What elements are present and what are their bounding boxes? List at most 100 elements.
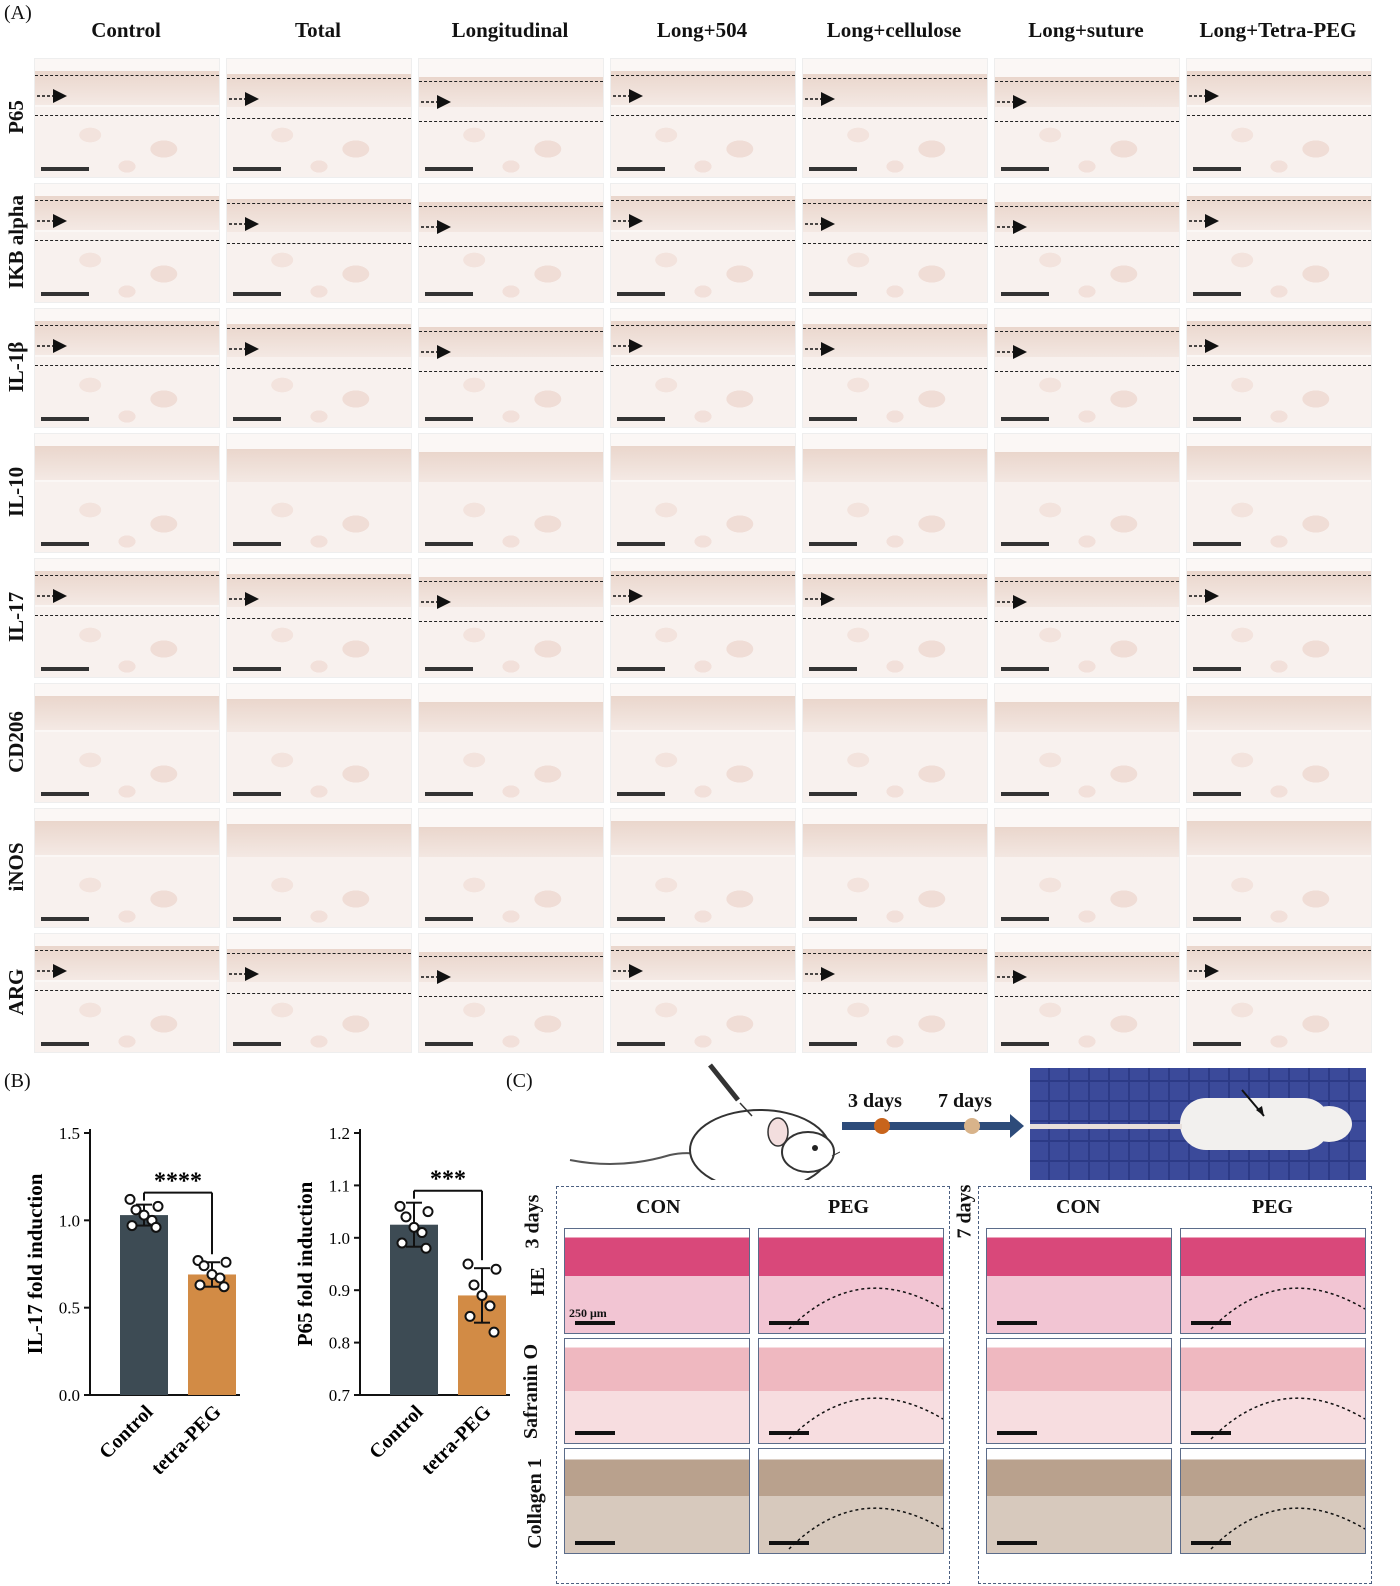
ihc-image-tile bbox=[1186, 808, 1372, 928]
timeline: 3 days 7 days bbox=[842, 1088, 1026, 1148]
scale-bar bbox=[41, 292, 89, 296]
scale-bar bbox=[1193, 292, 1241, 296]
scale-bar bbox=[1001, 292, 1049, 296]
ihc-image-tile bbox=[34, 683, 220, 803]
scale-bar bbox=[1001, 167, 1049, 171]
scale-bar bbox=[41, 542, 89, 546]
scale-bar bbox=[1193, 917, 1241, 921]
ihc-image-tile bbox=[1186, 58, 1372, 178]
scale-bar bbox=[575, 1431, 615, 1435]
ihc-image-tile bbox=[994, 433, 1180, 553]
ihc-image-tile bbox=[34, 58, 220, 178]
ihc-image-tile bbox=[802, 433, 988, 553]
data-point bbox=[198, 1260, 210, 1272]
row-label: IKB alpha bbox=[4, 195, 28, 289]
col-peg-3d: PEG bbox=[828, 1196, 870, 1218]
arrow-icon bbox=[997, 345, 1027, 359]
arrow-icon bbox=[229, 217, 259, 231]
ihc-image-tile bbox=[226, 683, 412, 803]
stain-he-label: HE bbox=[526, 1267, 549, 1296]
data-point bbox=[126, 1220, 138, 1232]
ihc-image-tile bbox=[994, 933, 1180, 1053]
ihc-image-tile bbox=[610, 683, 796, 803]
ihc-image-tile bbox=[802, 558, 988, 678]
ihc-image-tile bbox=[418, 683, 604, 803]
ihc-image-tile bbox=[610, 308, 796, 428]
scale-bar bbox=[425, 167, 473, 171]
data-point bbox=[194, 1279, 206, 1291]
data-point bbox=[124, 1193, 136, 1205]
scale-bar bbox=[425, 917, 473, 921]
y-axis-label: P65 fold induction bbox=[293, 1181, 317, 1346]
ihc-image-tile bbox=[1186, 308, 1372, 428]
x-tick-label: tetra-PEG bbox=[417, 1401, 496, 1480]
il17-bar-chart: 0.0 0.5 1.0 1.5 IL-17 fold induction Controlt… bbox=[23, 1124, 240, 1480]
ihc-image-tile bbox=[994, 558, 1180, 678]
y-tick-label: 1.1 bbox=[329, 1176, 350, 1195]
arrow-icon bbox=[613, 339, 643, 353]
scale-bar bbox=[41, 792, 89, 796]
arrow-icon bbox=[805, 92, 835, 106]
histology-image-tile bbox=[1180, 1338, 1366, 1444]
stain-safranin-label: Safranin O bbox=[520, 1343, 543, 1440]
x-tick-label: tetra-PEG bbox=[147, 1401, 226, 1480]
histology-image-tile bbox=[986, 1228, 1172, 1334]
scale-bar bbox=[1191, 1431, 1231, 1435]
ihc-image-tile bbox=[802, 183, 988, 303]
scale-bar bbox=[233, 542, 281, 546]
scale-bar bbox=[575, 1541, 615, 1545]
col-peg-7d: PEG bbox=[1252, 1196, 1294, 1218]
scale-bar bbox=[1001, 667, 1049, 671]
ihc-image-tile bbox=[610, 558, 796, 678]
histology-image-tile bbox=[986, 1448, 1172, 1554]
arrow-icon bbox=[37, 964, 67, 978]
arrow-icon bbox=[997, 595, 1027, 609]
scale-bar bbox=[1193, 792, 1241, 796]
arrow-icon bbox=[421, 345, 451, 359]
ihc-image-tile bbox=[34, 433, 220, 553]
scale-bar bbox=[1001, 917, 1049, 921]
ihc-image-tile bbox=[418, 933, 604, 1053]
scale-bar bbox=[617, 417, 665, 421]
scale-bar bbox=[233, 292, 281, 296]
data-point bbox=[396, 1237, 408, 1249]
arrow-icon bbox=[805, 967, 835, 981]
mouse-photo bbox=[1030, 1068, 1366, 1180]
data-point bbox=[490, 1263, 502, 1275]
scale-bar bbox=[425, 1042, 473, 1046]
data-point bbox=[468, 1279, 480, 1291]
ihc-image-tile bbox=[418, 58, 604, 178]
arrow-icon bbox=[229, 592, 259, 606]
scale-bar bbox=[1193, 1042, 1241, 1046]
arrow-icon bbox=[421, 595, 451, 609]
column-header: Total bbox=[295, 18, 341, 42]
histology-image-tile: 250 μm bbox=[564, 1228, 750, 1334]
panel-a-letter: (A) bbox=[4, 2, 32, 24]
scale-bar bbox=[769, 1431, 809, 1435]
column-header: Long+cellulose bbox=[826, 18, 962, 42]
scale-bar bbox=[809, 917, 857, 921]
ihc-image-tile bbox=[802, 308, 988, 428]
ihc-image-tile bbox=[226, 558, 412, 678]
ihc-image-tile bbox=[610, 433, 796, 553]
scale-bar bbox=[1191, 1541, 1231, 1545]
bar bbox=[188, 1274, 236, 1395]
bar bbox=[120, 1215, 168, 1395]
row-label: P65 bbox=[4, 100, 28, 134]
histology-image-tile bbox=[564, 1338, 750, 1444]
arrow-icon bbox=[1189, 214, 1219, 228]
scale-bar bbox=[617, 917, 665, 921]
scale-bar bbox=[1001, 1042, 1049, 1046]
scale-bar bbox=[41, 417, 89, 421]
scale-bar bbox=[617, 792, 665, 796]
scale-bar bbox=[809, 417, 857, 421]
arrow-icon bbox=[997, 95, 1027, 109]
scale-bar bbox=[1001, 417, 1049, 421]
data-point bbox=[220, 1256, 232, 1268]
ihc-image-tile bbox=[418, 433, 604, 553]
ihc-image-tile bbox=[418, 558, 604, 678]
data-point bbox=[138, 1209, 150, 1221]
arrow-icon bbox=[1189, 964, 1219, 978]
scale-bar bbox=[425, 417, 473, 421]
scale-bar bbox=[809, 1042, 857, 1046]
